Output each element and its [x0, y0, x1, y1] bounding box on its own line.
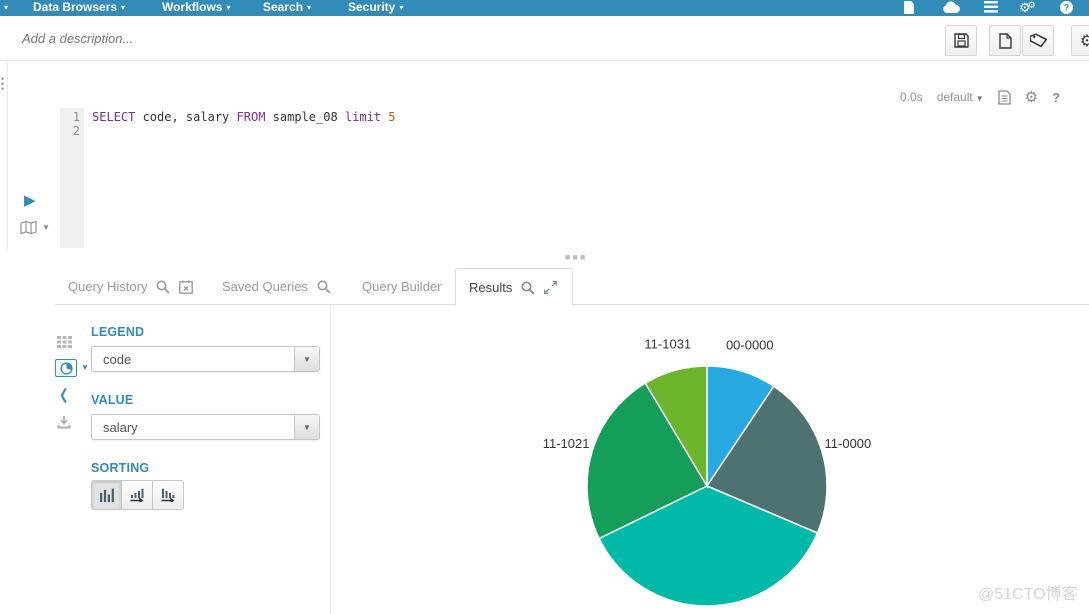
legend-dropdown[interactable]: code ▼ [91, 346, 320, 372]
map-icon [20, 221, 37, 234]
file-icon[interactable] [903, 1, 915, 15]
value-dropdown[interactable]: salary ▼ [91, 414, 320, 440]
pie-slice-label: 11-1021 [543, 436, 590, 451]
chevron-down-icon: ▾ [121, 3, 126, 12]
results-tabbar: Query History Saved Queries Query Builde… [0, 268, 1089, 306]
snippet-status-row: 0.0s default ▼ ⚙ ? [900, 88, 1060, 106]
chevron-down-icon: ▼ [303, 422, 311, 432]
sort-descending-button[interactable] [153, 480, 184, 510]
help-icon[interactable]: ? [1060, 1, 1073, 14]
chevron-down-icon: ▼ [303, 354, 311, 364]
description-input[interactable]: Add a description... [22, 31, 134, 46]
bar-chart-icon [99, 488, 114, 502]
gears-icon[interactable]: ⚙⚙ [1019, 0, 1036, 15]
tab-query-builder[interactable]: Query Builder [362, 268, 441, 305]
save-button[interactable] [945, 25, 977, 56]
pie-chart-icon [59, 361, 73, 375]
sql-query-text[interactable]: SELECT code, salary FROM sample_08 limit… [92, 110, 396, 124]
list-icon[interactable] [984, 1, 998, 13]
chevron-down-icon: ▾ [4, 3, 9, 12]
nav-workflows[interactable]: Workflows ▾ [162, 0, 231, 14]
database-selector[interactable]: default ▼ [936, 90, 984, 104]
nav-search[interactable]: Search ▾ [263, 0, 312, 14]
svg-text:?: ? [1064, 3, 1070, 13]
line-number: 1 [72, 110, 80, 124]
grid-view-icon[interactable] [57, 336, 72, 348]
cloud-icon[interactable] [943, 1, 960, 14]
new-document-button[interactable] [989, 25, 1021, 56]
tag-icon [1029, 33, 1047, 48]
chevron-down-icon: ▾ [226, 3, 231, 12]
top-navbar: ▾ Data Browsers ▾ Workflows ▾ Search ▾ Secu… [0, 0, 1089, 16]
value-label: VALUE [91, 393, 134, 407]
chart-type-button[interactable] [55, 359, 77, 377]
new-document-icon [998, 32, 1012, 49]
tab-label: Saved Queries [222, 279, 308, 294]
collapse-panel-chevron[interactable]: ❮ [59, 386, 69, 402]
settings-button[interactable]: ⚙ [1071, 25, 1089, 56]
document-toolbar: Add a description... ⚙ [0, 16, 1089, 61]
download-icon[interactable] [57, 416, 71, 429]
sorting-label: SORTING [91, 461, 150, 475]
search-icon[interactable] [156, 280, 171, 294]
expand-icon[interactable] [544, 281, 558, 294]
pie-slice-label: 11-1031 [644, 336, 691, 351]
legend-dropdown-value: code [103, 352, 132, 367]
chevron-down-icon: ▾ [307, 3, 312, 12]
legend-label: LEGEND [91, 325, 145, 339]
pie-chart[interactable]: 00-0000 11-0000 11-1021 11-1031 [340, 305, 1089, 614]
tag-button[interactable] [1022, 25, 1054, 56]
chevron-down-icon[interactable]: ▼ [81, 363, 89, 372]
pie-slice[interactable] [644, 365, 708, 489]
watermark: @51CTO博客 [978, 586, 1078, 603]
save-icon [953, 33, 969, 48]
sort-asc-icon [130, 488, 145, 502]
snippet-settings-icon[interactable]: ⚙ [1024, 89, 1039, 106]
nav-security[interactable]: Security ▾ [348, 0, 404, 14]
chevron-down-icon: ▼ [975, 94, 984, 103]
execute-query-button[interactable]: ▶ [24, 192, 36, 209]
tab-results[interactable]: Results [455, 268, 573, 306]
tab-label: Query Builder [362, 279, 442, 294]
chevron-down-icon: ▾ [399, 3, 404, 12]
value-dropdown-value: salary [103, 420, 138, 435]
tab-saved-queries[interactable]: Saved Queries [222, 268, 331, 305]
help-icon[interactable]: ? [1052, 89, 1061, 105]
pie-slice-label: 11-0000 [825, 436, 872, 451]
panel-resize-grip[interactable]: • • • [1, 74, 5, 94]
line-number: 2 [72, 124, 80, 138]
editor-gutter: 1 2 [60, 108, 84, 248]
execution-time: 0.0s [900, 90, 923, 104]
pie-slice-label: 00-0000 [726, 337, 774, 352]
query-map-button[interactable]: ▼ [20, 221, 50, 234]
dropdown-button[interactable]: ▼ [294, 415, 319, 439]
sort-ascending-button[interactable] [122, 480, 153, 510]
chevron-down-icon: ▼ [42, 223, 50, 232]
sorting-button-group [91, 480, 184, 510]
tab-label: Results [469, 280, 513, 295]
pie-slice[interactable] [705, 385, 828, 534]
sort-desc-icon [161, 488, 176, 502]
search-icon[interactable] [317, 280, 331, 294]
search-icon[interactable] [521, 281, 535, 295]
config-panel-divider [330, 305, 331, 614]
tab-query-history[interactable]: Query History [68, 268, 194, 305]
sort-default-button[interactable] [91, 480, 122, 510]
nav-data-browsers[interactable]: Data Browsers ▾ [33, 0, 126, 14]
pie-slice[interactable] [598, 485, 819, 607]
calendar-filter-icon[interactable] [179, 280, 194, 294]
gear-icon: ⚙ [1079, 32, 1089, 50]
document-settings-icon[interactable] [997, 89, 1011, 105]
snippet-left-border [7, 62, 8, 249]
splitter-handle[interactable]: ■■■ [565, 252, 588, 262]
tab-label: Query History [68, 279, 148, 294]
dropdown-button[interactable]: ▼ [294, 347, 319, 371]
nav-partial-menu[interactable]: ▾ [0, 0, 8, 16]
pie-slice[interactable] [586, 382, 709, 540]
